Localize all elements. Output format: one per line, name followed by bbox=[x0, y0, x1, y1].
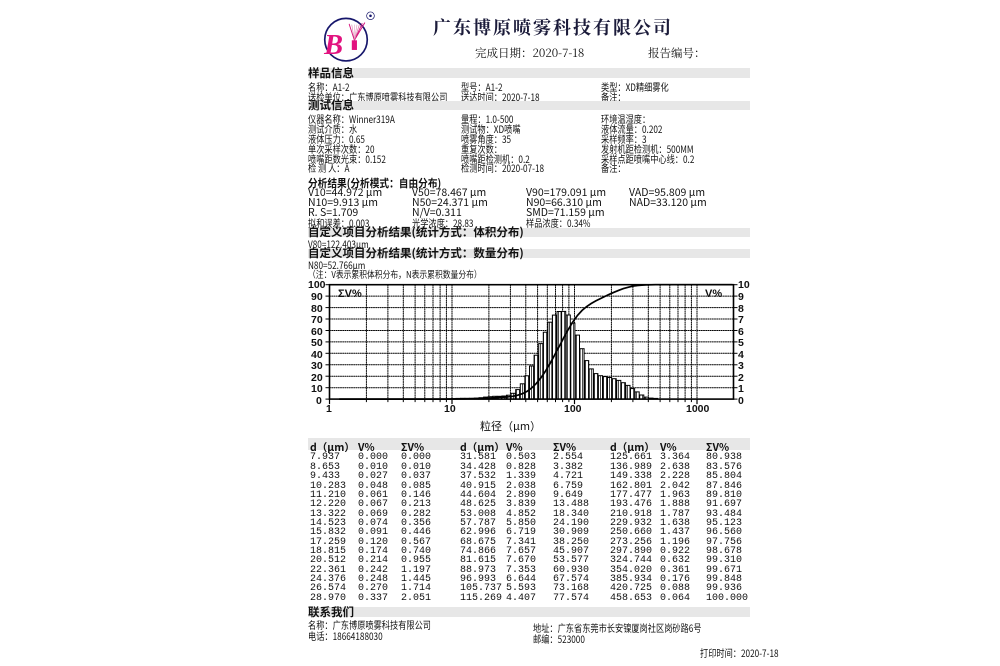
svg-text:B: B bbox=[323, 30, 343, 61]
